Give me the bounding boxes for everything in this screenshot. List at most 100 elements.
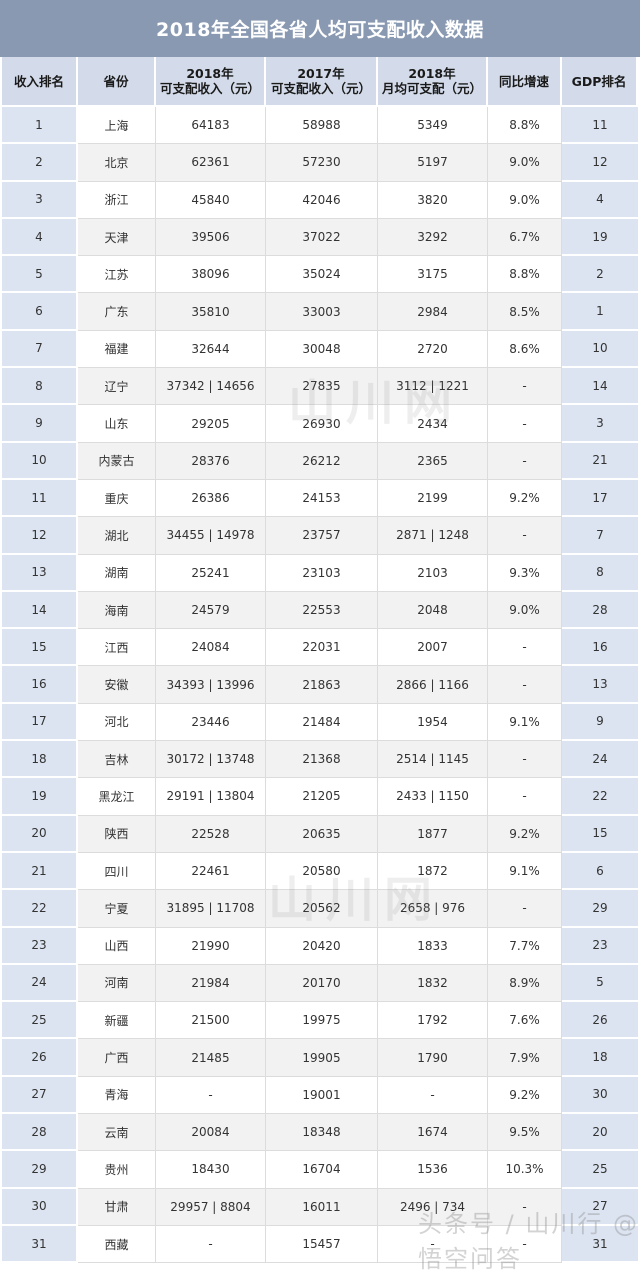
cell-growth: 8.6% bbox=[488, 330, 562, 369]
cell-growth: 9.5% bbox=[488, 1114, 562, 1152]
table-row: 24 河南 21984 20170 1832 8.9% 5 bbox=[2, 964, 638, 1003]
cell-gdp-rank: 22 bbox=[562, 778, 638, 816]
cell-gdp-rank: 8 bbox=[562, 554, 638, 592]
cell-monthly-2018: 2365 bbox=[378, 442, 488, 480]
cell-growth: 9.1% bbox=[488, 852, 562, 891]
cell-province: 湖南 bbox=[78, 554, 156, 592]
table-row: 30 甘肃 29957 | 8804 16011 2496 | 734-27 bbox=[2, 1188, 638, 1226]
cell-growth: 10.3% bbox=[488, 1151, 562, 1189]
cell-growth: 9.0% bbox=[488, 181, 562, 219]
cell-gdp-rank: 21 bbox=[562, 442, 638, 480]
table-row: 11 重庆 26386 24153 2199 9.2% 17 bbox=[2, 479, 638, 518]
cell-gdp-rank: 11 bbox=[562, 107, 638, 145]
cell-rank: 31 bbox=[2, 1225, 78, 1264]
cell-income-2017: 20580 bbox=[266, 852, 378, 891]
cell-income-2018: 45840 bbox=[156, 181, 266, 219]
cell-growth: - bbox=[488, 741, 562, 779]
cell-rank: 17 bbox=[2, 703, 78, 742]
cell-income-2018: - bbox=[156, 1225, 266, 1264]
cell-growth: 8.5% bbox=[488, 293, 562, 331]
cell-growth: 9.2% bbox=[488, 479, 562, 518]
cell-growth: 9.1% bbox=[488, 703, 562, 742]
cell-monthly-2018: 2103 bbox=[378, 554, 488, 592]
cell-income-2018: 34455 | 14978 bbox=[156, 517, 266, 555]
cell-province: 河南 bbox=[78, 964, 156, 1003]
cell-income-2017: 37022 bbox=[266, 218, 378, 257]
cell-rank: 12 bbox=[2, 517, 78, 555]
cell-rank: 26 bbox=[2, 1039, 78, 1077]
cell-gdp-rank: 19 bbox=[562, 218, 638, 257]
cell-monthly-2018: 2434 bbox=[378, 405, 488, 443]
cell-growth: - bbox=[488, 629, 562, 667]
cell-monthly-2018: 1954 bbox=[378, 703, 488, 742]
cell-gdp-rank: 4 bbox=[562, 181, 638, 219]
cell-gdp-rank: 24 bbox=[562, 741, 638, 779]
cell-monthly-2018: 1833 bbox=[378, 927, 488, 965]
cell-income-2017: 19001 bbox=[266, 1076, 378, 1115]
cell-province: 河北 bbox=[78, 703, 156, 742]
cell-province: 贵州 bbox=[78, 1151, 156, 1189]
cell-income-2017: 30048 bbox=[266, 330, 378, 369]
table-row: 16 安徽 34393 | 13996 21863 2866 | 1166-13 bbox=[2, 666, 638, 704]
cell-monthly-2018: 5197 bbox=[378, 144, 488, 182]
cell-rank: 16 bbox=[2, 666, 78, 704]
cell-income-2017: 21863 bbox=[266, 666, 378, 704]
cell-income-2018: 25241 bbox=[156, 554, 266, 592]
table-row: 10 内蒙古 28376 26212 2365-21 bbox=[2, 442, 638, 480]
cell-growth: - bbox=[488, 517, 562, 555]
cell-gdp-rank: 13 bbox=[562, 666, 638, 704]
cell-income-2018: 31895 | 11708 bbox=[156, 890, 266, 928]
cell-gdp-rank: 10 bbox=[562, 330, 638, 369]
cell-monthly-2018: 2496 | 734 bbox=[378, 1188, 488, 1226]
table-row: 19 黑龙江 29191 | 13804 21205 2433 | 1150-22 bbox=[2, 778, 638, 816]
cell-province: 黑龙江 bbox=[78, 778, 156, 816]
header-growth: 同比增速 bbox=[488, 57, 562, 107]
cell-monthly-2018: - bbox=[378, 1076, 488, 1115]
cell-growth: - bbox=[488, 368, 562, 406]
header-income-2017: 2017年 可支配收入（元） bbox=[266, 57, 378, 107]
cell-income-2017: 19975 bbox=[266, 1002, 378, 1040]
table-row: 20 陕西 22528 20635 1877 9.2% 15 bbox=[2, 815, 638, 853]
cell-rank: 13 bbox=[2, 554, 78, 592]
cell-rank: 29 bbox=[2, 1151, 78, 1189]
cell-income-2018: 32644 bbox=[156, 330, 266, 369]
cell-income-2018: 35810 bbox=[156, 293, 266, 331]
cell-income-2017: 15457 bbox=[266, 1225, 378, 1264]
table-row: 14 海南 24579 22553 2048 9.0% 28 bbox=[2, 591, 638, 630]
cell-income-2017: 19905 bbox=[266, 1039, 378, 1077]
cell-monthly-2018: 2199 bbox=[378, 479, 488, 518]
table-row: 21 四川 22461 20580 1872 9.1% 6 bbox=[2, 852, 638, 891]
cell-rank: 25 bbox=[2, 1002, 78, 1040]
cell-rank: 4 bbox=[2, 218, 78, 257]
cell-gdp-rank: 25 bbox=[562, 1151, 638, 1189]
cell-monthly-2018: 2048 bbox=[378, 591, 488, 630]
cell-income-2018: 18430 bbox=[156, 1151, 266, 1189]
cell-monthly-2018: 3112 | 1221 bbox=[378, 368, 488, 406]
cell-province: 重庆 bbox=[78, 479, 156, 518]
cell-rank: 6 bbox=[2, 293, 78, 331]
table-row: 13 湖南 25241 23103 2103 9.3% 8 bbox=[2, 554, 638, 592]
table-row: 9 山东 29205 26930 2434-3 bbox=[2, 405, 638, 443]
cell-province: 新疆 bbox=[78, 1002, 156, 1040]
cell-province: 广西 bbox=[78, 1039, 156, 1077]
cell-monthly-2018: 5349 bbox=[378, 107, 488, 145]
table-row: 23 山西 21990 20420 1833 7.7% 23 bbox=[2, 927, 638, 965]
cell-gdp-rank: 14 bbox=[562, 368, 638, 406]
cell-income-2017: 20420 bbox=[266, 927, 378, 965]
cell-income-2018: 24579 bbox=[156, 591, 266, 630]
cell-monthly-2018: 3175 bbox=[378, 256, 488, 294]
cell-income-2017: 16011 bbox=[266, 1188, 378, 1226]
cell-gdp-rank: 28 bbox=[562, 591, 638, 630]
cell-province: 安徽 bbox=[78, 666, 156, 704]
cell-income-2017: 21368 bbox=[266, 741, 378, 779]
cell-income-2018: 29191 | 13804 bbox=[156, 778, 266, 816]
cell-income-2017: 18348 bbox=[266, 1114, 378, 1152]
cell-province: 四川 bbox=[78, 852, 156, 891]
cell-income-2018: 64183 bbox=[156, 107, 266, 145]
cell-province: 福建 bbox=[78, 330, 156, 369]
cell-monthly-2018: 2658 | 976 bbox=[378, 890, 488, 928]
cell-province: 甘肃 bbox=[78, 1188, 156, 1226]
cell-province: 山东 bbox=[78, 405, 156, 443]
cell-gdp-rank: 23 bbox=[562, 927, 638, 965]
cell-growth: 9.2% bbox=[488, 815, 562, 853]
